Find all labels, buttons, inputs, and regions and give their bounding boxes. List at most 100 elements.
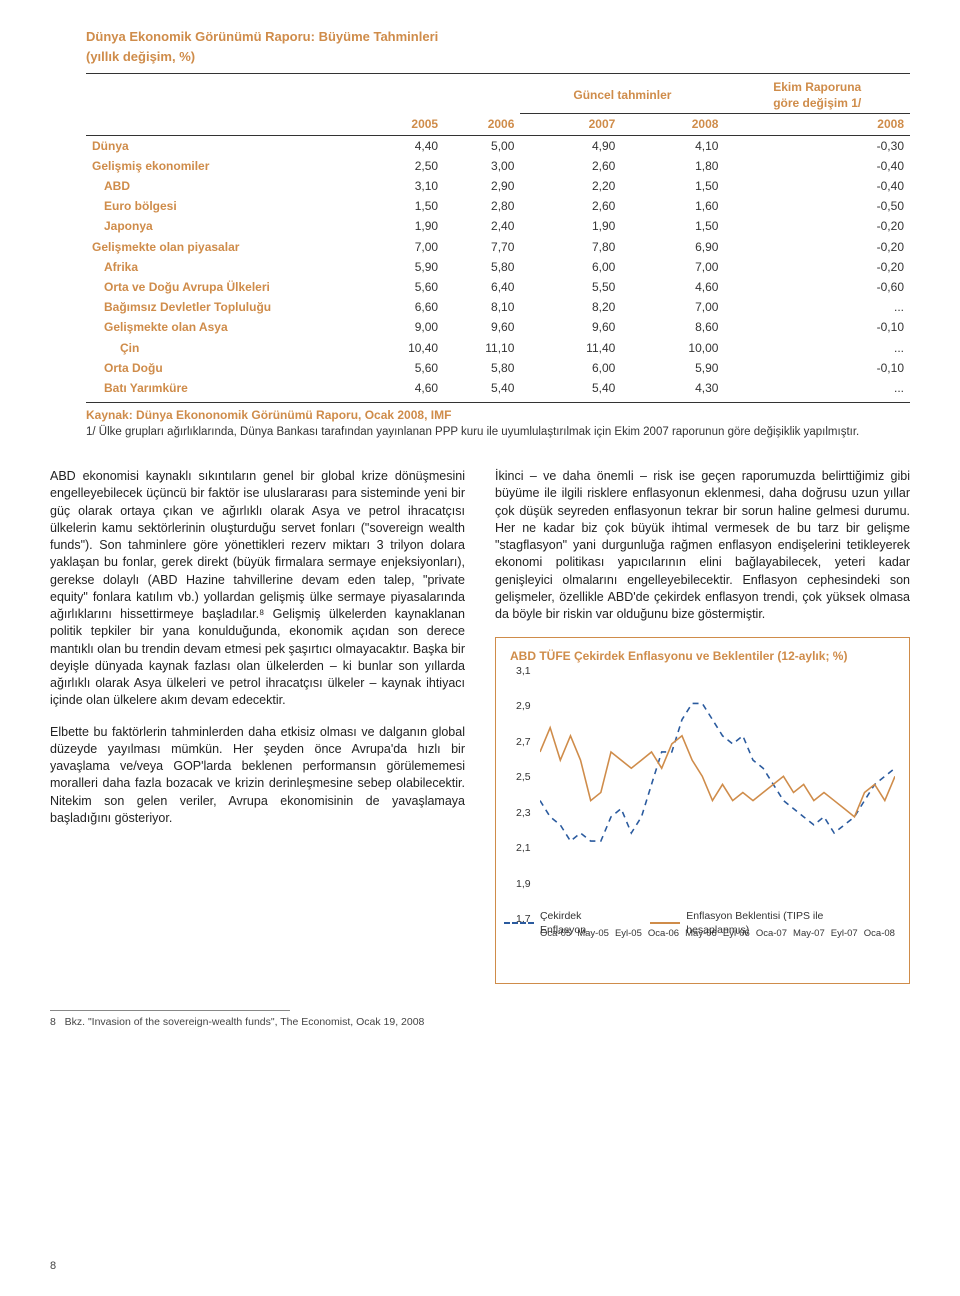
cell: 1,50 <box>366 196 444 216</box>
footnote-rule <box>50 1010 290 1011</box>
paragraph: İkinci – ve daha önemli – risk ise geçen… <box>495 468 910 623</box>
table-source: Kaynak: Dünya Ekononomik Görünümü Raporu… <box>86 407 910 423</box>
chart-area: 3,12,92,72,52,32,11,91,7 Oca-05May-05Eyl… <box>516 671 895 941</box>
table-row: ABD3,102,902,201,50-0,40 <box>86 176 910 196</box>
footnote-body: Bkz. "Invasion of the sovereign-wealth f… <box>65 1016 425 1028</box>
table-row: Afrika5,905,806,007,00-0,20 <box>86 257 910 277</box>
cell: 6,00 <box>520 257 621 277</box>
row-label: Afrika <box>86 257 366 277</box>
cell: -0,50 <box>724 196 910 216</box>
cell: 1,50 <box>621 176 724 196</box>
cell: 2,80 <box>444 196 520 216</box>
cell: 6,00 <box>520 358 621 378</box>
cell: 4,60 <box>366 378 444 398</box>
footnote-number: 8 <box>50 1016 56 1028</box>
table-row: Japonya1,902,401,901,50-0,20 <box>86 216 910 236</box>
cell: 6,60 <box>366 297 444 317</box>
cell: -0,40 <box>724 156 910 176</box>
y-tick-label: 3,1 <box>516 664 531 678</box>
cell: 5,50 <box>520 277 621 297</box>
super-header-mid: Güncel tahminler <box>520 77 724 114</box>
cell: -0,20 <box>724 237 910 257</box>
row-label: Euro bölgesi <box>86 196 366 216</box>
data-table: Güncel tahminler Ekim Raporuna göre deği… <box>86 77 910 398</box>
table-title: Dünya Ekonomik Görünümü Raporu: Büyüme T… <box>86 28 910 46</box>
legend-core-label: Çekirdek Enflasyon <box>540 909 630 937</box>
cell: 10,40 <box>366 338 444 358</box>
cell: 8,10 <box>444 297 520 317</box>
cell: 2,20 <box>520 176 621 196</box>
cell: 9,60 <box>444 317 520 337</box>
table-row: Orta Doğu5,605,806,005,90-0,10 <box>86 358 910 378</box>
table-row: Çin10,4011,1011,4010,00... <box>86 338 910 358</box>
cell: 3,00 <box>444 156 520 176</box>
cell: 7,00 <box>621 257 724 277</box>
table-subtitle: (yıllık değişim, %) <box>86 48 910 66</box>
cell: 5,90 <box>621 358 724 378</box>
row-label: Bağımsız Devletler Topluluğu <box>86 297 366 317</box>
y-tick-label: 2,3 <box>516 806 531 820</box>
cell: 1,50 <box>621 216 724 236</box>
cell: -0,60 <box>724 277 910 297</box>
cell: 1,90 <box>520 216 621 236</box>
y-tick-label: 2,5 <box>516 770 531 784</box>
cell: 5,80 <box>444 257 520 277</box>
chart-legend: Çekirdek Enflasyon Enflasyon Beklentisi … <box>504 909 889 937</box>
row-label: Orta ve Doğu Avrupa Ülkeleri <box>86 277 366 297</box>
cell: ... <box>724 297 910 317</box>
cell: 5,40 <box>444 378 520 398</box>
cell: ... <box>724 378 910 398</box>
row-label: Orta Doğu <box>86 358 366 378</box>
cell: -0,30 <box>724 135 910 156</box>
table-row: Gelişmekte olan Asya9,009,609,608,60-0,1… <box>86 317 910 337</box>
row-label: Dünya <box>86 135 366 156</box>
row-label: Gelişmiş ekonomiler <box>86 156 366 176</box>
super-header-right: Ekim Raporuna göre değişim 1/ <box>724 77 910 114</box>
paragraph: ABD ekonomisi kaynaklı sıkıntıların gene… <box>50 468 465 710</box>
table-row: Bağımsız Devletler Topluluğu6,608,108,20… <box>86 297 910 317</box>
growth-forecast-table: Dünya Ekonomik Görünümü Raporu: Büyüme T… <box>86 28 910 440</box>
col-header: 2008 <box>724 114 910 135</box>
cell: 7,00 <box>366 237 444 257</box>
cell: 8,60 <box>621 317 724 337</box>
cell: 5,60 <box>366 277 444 297</box>
y-tick-label: 2,1 <box>516 841 531 855</box>
cell: 4,30 <box>621 378 724 398</box>
chart-svg <box>540 671 895 898</box>
y-tick-label: 1,9 <box>516 876 531 890</box>
cell: 5,90 <box>366 257 444 277</box>
row-label: Çin <box>86 338 366 358</box>
cell: -0,10 <box>724 358 910 378</box>
cell: 4,90 <box>520 135 621 156</box>
table-row: Gelişmekte olan piyasalar7,007,707,806,9… <box>86 237 910 257</box>
y-tick-label: 2,9 <box>516 699 531 713</box>
cell: -0,10 <box>724 317 910 337</box>
cell: 6,90 <box>621 237 724 257</box>
row-label: Gelişmekte olan Asya <box>86 317 366 337</box>
cell: 4,10 <box>621 135 724 156</box>
legend-core: Çekirdek Enflasyon <box>504 909 630 937</box>
cell: 4,40 <box>366 135 444 156</box>
col-header: 2008 <box>621 114 724 135</box>
row-label: Batı Yarımküre <box>86 378 366 398</box>
row-label: Gelişmekte olan piyasalar <box>86 237 366 257</box>
cell: 2,90 <box>444 176 520 196</box>
cell: 7,80 <box>520 237 621 257</box>
col-header <box>86 114 366 135</box>
column-right: İkinci – ve daha önemli – risk ise geçen… <box>495 468 910 984</box>
chart-title: ABD TÜFE Çekirdek Enflasyonu ve Beklenti… <box>510 648 895 664</box>
cell: 8,20 <box>520 297 621 317</box>
cell: 9,60 <box>520 317 621 337</box>
y-tick-label: 2,7 <box>516 735 531 749</box>
cell: 5,60 <box>366 358 444 378</box>
cell: 2,40 <box>444 216 520 236</box>
cell: ... <box>724 338 910 358</box>
row-label: Japonya <box>86 216 366 236</box>
cell: 2,60 <box>520 156 621 176</box>
cell: -0,20 <box>724 216 910 236</box>
table-row: Euro bölgesi1,502,802,601,60-0,50 <box>86 196 910 216</box>
table-row: Dünya4,405,004,904,10-0,30 <box>86 135 910 156</box>
cell: 6,40 <box>444 277 520 297</box>
cell: 7,00 <box>621 297 724 317</box>
cell: 5,80 <box>444 358 520 378</box>
